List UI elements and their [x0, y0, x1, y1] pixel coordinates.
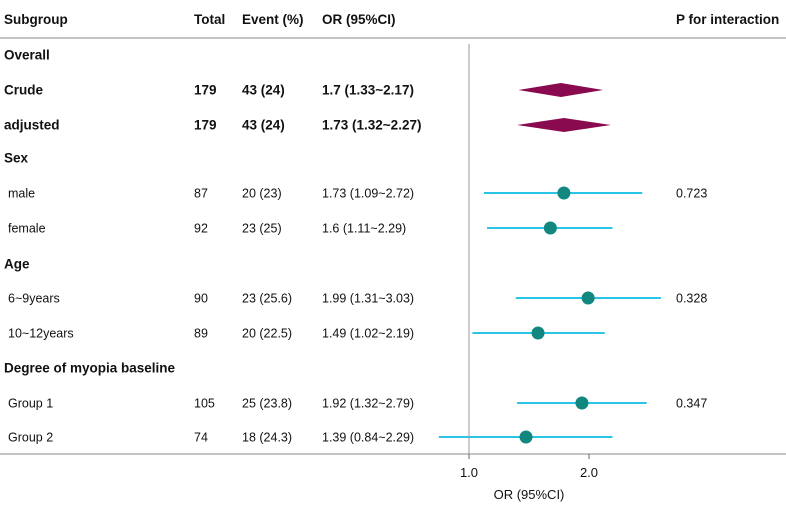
- total-value: 87: [194, 187, 208, 201]
- or-point: [543, 221, 557, 235]
- x-tick-label: 2.0: [580, 465, 598, 480]
- table-row: 10~12years 89 20 (22.5) 1.49 (1.02~2.19): [8, 327, 414, 341]
- summary-diamond: [518, 83, 604, 97]
- or-ci-value: 1.73 (1.32~2.27): [322, 118, 421, 133]
- subgroup-label: adjusted: [4, 118, 60, 133]
- x-axis-label: OR (95%CI): [494, 487, 565, 502]
- plot-marks: [438, 83, 661, 444]
- subgroup-label: 10~12years: [8, 327, 74, 341]
- group-header-row: Sex: [4, 151, 29, 166]
- group-header-label: Age: [4, 257, 30, 272]
- column-header-or: OR (95%CI): [322, 12, 396, 27]
- group-header-label: Degree of myopia baseline: [4, 361, 176, 376]
- event-value: 25 (23.8): [242, 397, 292, 411]
- or-ci-value: 1.92 (1.32~2.79): [322, 397, 414, 411]
- group-header-row: Overall: [4, 48, 50, 63]
- total-value: 179: [194, 83, 217, 98]
- group-header-label: Sex: [4, 151, 29, 166]
- table-row: adjusted 179 43 (24) 1.73 (1.32~2.27): [4, 118, 421, 133]
- or-ci-value: 1.73 (1.09~2.72): [322, 187, 414, 201]
- or-ci-value: 1.39 (0.84~2.29): [322, 431, 414, 445]
- subgroup-label: Group 1: [8, 397, 53, 411]
- or-point: [581, 291, 595, 305]
- column-header-total: Total: [194, 12, 225, 27]
- table-row: Group 2 74 18 (24.3) 1.39 (0.84~2.29): [8, 431, 414, 445]
- x-tick-label: 1.0: [460, 465, 478, 480]
- table-row: Crude 179 43 (24) 1.7 (1.33~2.17): [4, 83, 414, 98]
- subgroup-label: Crude: [4, 83, 43, 98]
- column-header-p-interaction: P for interaction: [676, 12, 779, 27]
- group-header-row: Degree of myopia baseline: [4, 361, 176, 376]
- column-header-row: Subgroup Total Event (%) OR (95%CI) P fo…: [4, 12, 779, 27]
- total-value: 90: [194, 292, 208, 306]
- group-header-label: Overall: [4, 48, 50, 63]
- column-header-subgroup: Subgroup: [4, 12, 68, 27]
- or-point: [575, 396, 589, 410]
- total-value: 105: [194, 397, 215, 411]
- total-value: 74: [194, 431, 208, 445]
- table-row: 6~9years 90 23 (25.6) 1.99 (1.31~3.03) 0.328: [8, 292, 707, 306]
- or-ci-value: 1.49 (1.02~2.19): [322, 327, 414, 341]
- total-value: 89: [194, 327, 208, 341]
- p-interaction-value: 0.347: [676, 397, 707, 411]
- x-axis: 1.0 2.0 OR (95%CI): [460, 454, 598, 502]
- event-value: 18 (24.3): [242, 431, 292, 445]
- event-value: 20 (23): [242, 187, 282, 201]
- event-value: 23 (25): [242, 222, 282, 236]
- event-value: 23 (25.6): [242, 292, 292, 306]
- total-value: 92: [194, 222, 208, 236]
- total-value: 179: [194, 118, 217, 133]
- column-header-event: Event (%): [242, 12, 304, 27]
- p-interaction-value: 0.328: [676, 292, 707, 306]
- or-ci-value: 1.6 (1.11~2.29): [322, 222, 406, 236]
- event-value: 20 (22.5): [242, 327, 292, 341]
- subgroup-label: female: [8, 222, 46, 236]
- table-row: Group 1 105 25 (23.8) 1.92 (1.32~2.79) 0.347: [8, 397, 707, 411]
- or-ci-value: 1.99 (1.31~3.03): [322, 292, 414, 306]
- table-rows: Overall Crude 179 43 (24) 1.7 (1.33~2.17) adj…: [4, 48, 707, 445]
- subgroup-label: 6~9years: [8, 292, 60, 306]
- or-point: [531, 326, 545, 340]
- or-point: [557, 186, 571, 200]
- table-row: female 92 23 (25) 1.6 (1.11~2.29): [8, 222, 406, 236]
- or-point: [519, 430, 533, 444]
- event-value: 43 (24): [242, 118, 285, 133]
- group-header-row: Age: [4, 257, 30, 272]
- event-value: 43 (24): [242, 83, 285, 98]
- table-row: male 87 20 (23) 1.73 (1.09~2.72) 0.723: [8, 187, 707, 201]
- p-interaction-value: 0.723: [676, 187, 707, 201]
- subgroup-label: Group 2: [8, 431, 53, 445]
- or-ci-value: 1.7 (1.33~2.17): [322, 83, 414, 98]
- summary-diamond: [517, 118, 611, 132]
- subgroup-label: male: [8, 187, 35, 201]
